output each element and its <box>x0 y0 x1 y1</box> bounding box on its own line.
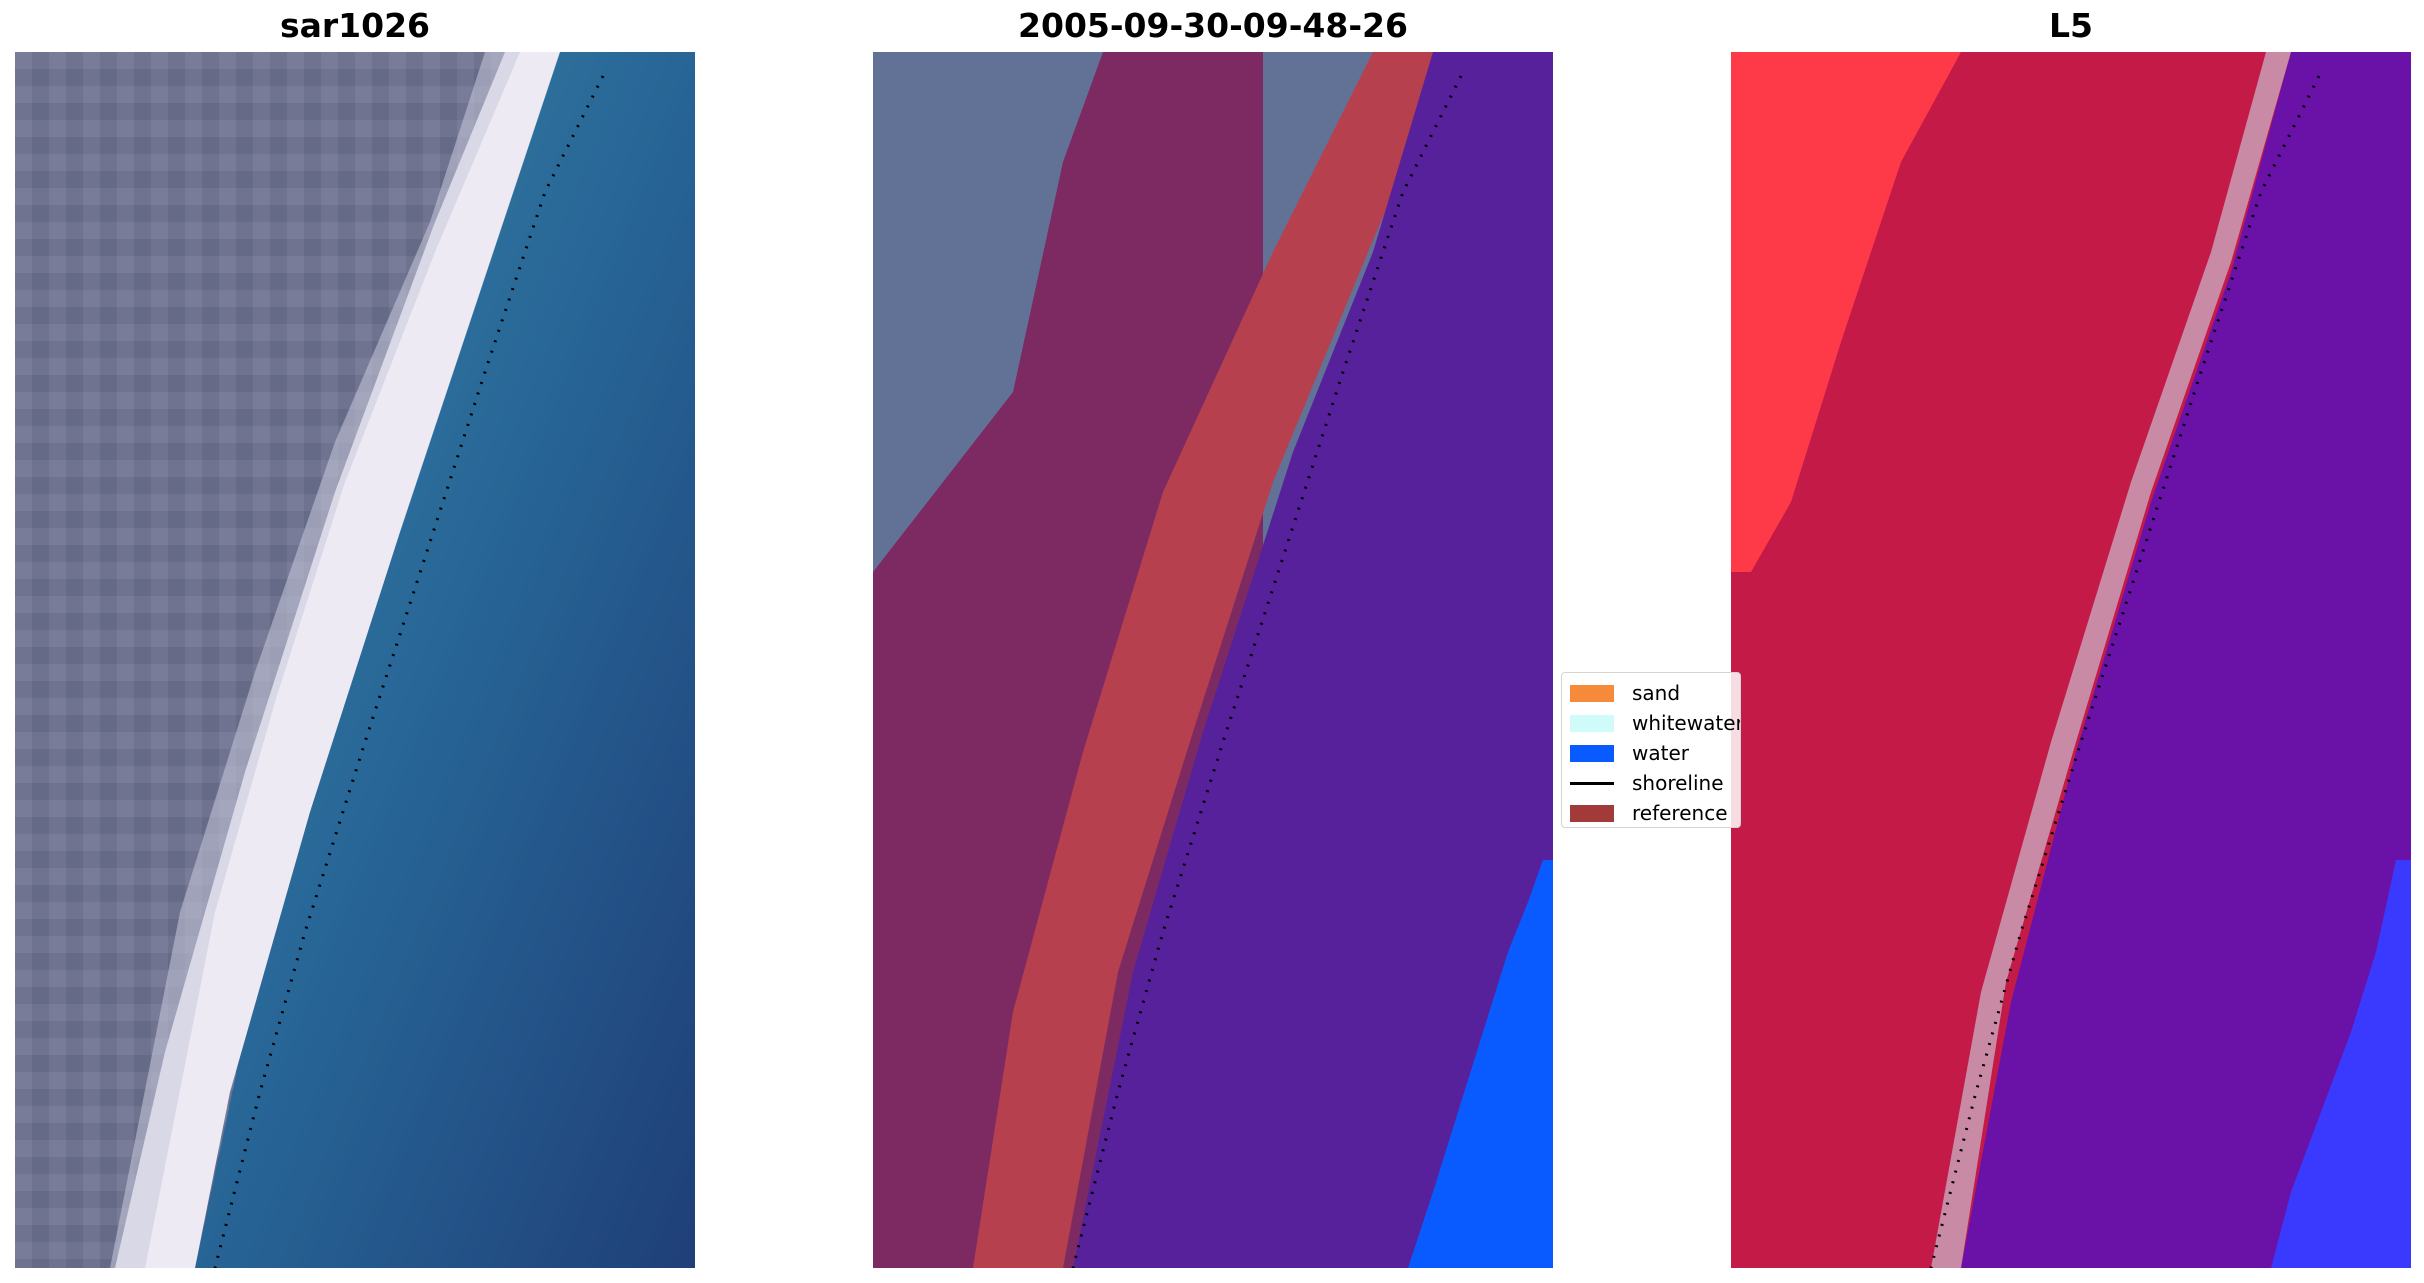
l5-water-blue <box>2271 860 2411 1268</box>
legend-label: shoreline <box>1632 771 1724 795</box>
l5-bright-region <box>1731 52 1961 572</box>
reference-strip <box>973 52 1453 1268</box>
shoreline-line <box>213 75 605 1268</box>
legend-item-water: water <box>1570 741 1689 765</box>
classification-image <box>873 52 1553 1268</box>
legend-item-whitewater: whitewater <box>1570 711 1741 735</box>
shoreline-line <box>1929 75 2321 1268</box>
legend-item-reference: reference <box>1570 801 1728 825</box>
sand-edge <box>110 52 520 1268</box>
legend-label: water <box>1632 741 1689 765</box>
legend-label: sand <box>1632 681 1681 705</box>
l5-water <box>1961 52 2411 1268</box>
shoreline-line-icon <box>1570 781 1614 785</box>
water-overlay <box>1073 52 1553 1268</box>
l5-shore-band <box>1931 52 2291 1268</box>
panel-title-index: L5 <box>2049 6 2093 45</box>
classification-panel <box>873 52 1553 1268</box>
water-class <box>1408 860 1553 1268</box>
panel-title-rgb: sar1026 <box>279 6 431 45</box>
rgb-image-panel <box>15 52 695 1268</box>
legend-label: whitewater <box>1632 711 1741 735</box>
legend-item-shoreline: shoreline <box>1570 771 1724 795</box>
l5-image <box>1731 52 2411 1268</box>
legend-label: reference <box>1632 801 1728 825</box>
water-area <box>195 52 695 1268</box>
sand-strip <box>115 52 560 1268</box>
reference-swatch <box>1570 804 1614 822</box>
whitewater-swatch <box>1570 714 1614 732</box>
legend-item-sand: sand <box>1570 681 1680 705</box>
water-swatch <box>1570 744 1614 762</box>
panel-title-classification: 2005-09-30-09-48-26 <box>1018 6 1408 45</box>
legend: sand whitewater water shoreline referenc… <box>1561 672 1741 828</box>
rgb-image <box>15 52 695 1268</box>
sand-swatch <box>1570 684 1614 702</box>
shoreline-line <box>1071 75 1463 1268</box>
l5-panel <box>1731 52 2411 1268</box>
